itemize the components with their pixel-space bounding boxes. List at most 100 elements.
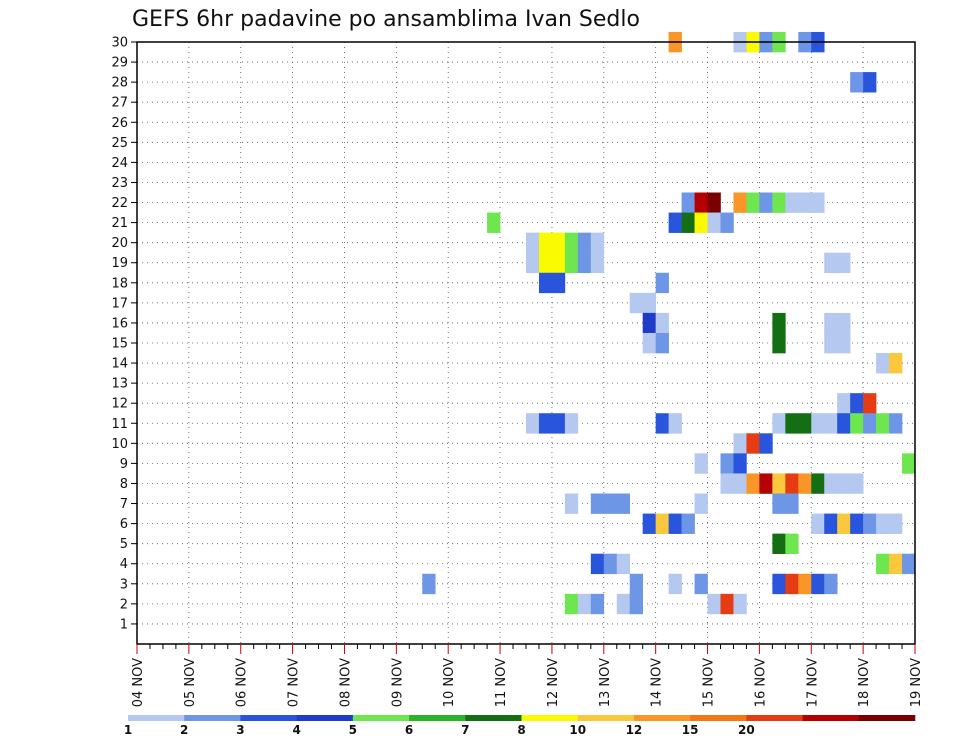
y-tick-label: 5 (120, 537, 128, 552)
heatmap-cell (824, 252, 838, 274)
y-tick-label: 13 (111, 377, 128, 392)
heatmap-cell (655, 513, 669, 534)
heatmap-cell (772, 473, 786, 494)
colorbar-label: 12 (626, 723, 643, 737)
heatmap-cell (590, 593, 605, 615)
colorbar-label: 3 (236, 723, 244, 737)
heatmap-cell (720, 473, 734, 494)
heatmap-cell (526, 252, 540, 274)
heatmap-cell (538, 252, 553, 274)
heatmap-cell (772, 533, 786, 554)
heatmap-cell (850, 413, 864, 434)
heatmap-cell (876, 353, 890, 374)
heatmap-cell (733, 593, 747, 615)
heatmap-cell (785, 413, 799, 434)
colorbar-swatch (690, 715, 747, 721)
colorbar-swatch (858, 715, 916, 721)
heatmap-cell (733, 433, 747, 454)
x-tick-label: 12 NOV (546, 658, 561, 707)
colorbar: 1 2 3 4 5 6 7 8 10 12 15 20 (124, 715, 916, 737)
heatmap-cell (811, 573, 825, 595)
colorbar-swatch (409, 715, 466, 721)
x-tick-label: 05 NOV (183, 658, 198, 707)
x-tick-label: 09 NOV (390, 658, 405, 707)
colorbar-label: 20 (738, 723, 755, 737)
heatmap-cell (889, 513, 903, 534)
y-tick-label: 22 (111, 196, 128, 211)
x-tick-label: 14 NOV (650, 658, 665, 707)
y-tick-label: 3 (120, 577, 128, 592)
heatmap-cells (422, 31, 916, 615)
x-tick-label: 17 NOV (805, 658, 820, 707)
x-tick-label: 13 NOV (598, 658, 613, 707)
heatmap-cell (746, 473, 760, 494)
heatmap-cell (759, 473, 773, 494)
heatmap-cell (577, 232, 592, 253)
x-tick-label: 16 NOV (753, 658, 768, 707)
heatmap-cell (876, 413, 890, 434)
heatmap-cell (681, 212, 695, 233)
heatmap-cell (811, 513, 825, 534)
grid-lines (137, 41, 915, 644)
heatmap-cell (850, 72, 864, 93)
colorbar-label: 2 (180, 723, 188, 737)
heatmap-cell (538, 413, 553, 434)
x-tick-label: 18 NOV (857, 658, 872, 707)
heatmap-cell (694, 493, 708, 514)
colorbar-label: 7 (461, 723, 469, 737)
heatmap-cell (694, 192, 708, 213)
heatmap-cell (629, 573, 643, 595)
heatmap-cell (681, 513, 695, 534)
colorbar-swatch (240, 715, 297, 721)
heatmap-cell (655, 312, 669, 334)
heatmap-cell (902, 553, 916, 575)
heatmap-cell (785, 573, 799, 595)
heatmap-cell (863, 72, 877, 93)
y-tick-label: 17 (111, 296, 128, 311)
heatmap-cell (564, 413, 579, 434)
heatmap-cell (642, 292, 656, 314)
heatmap-cell (551, 413, 566, 434)
heatmap-cell (837, 252, 851, 274)
heatmap-cell (590, 232, 605, 253)
chart-title: GEFS 6hr padavine po ansamblima Ivan Sed… (132, 7, 640, 32)
heatmap-cell (798, 573, 812, 595)
heatmap-cell (694, 212, 708, 233)
heatmap-cell (642, 513, 656, 534)
heatmap-cell (694, 573, 708, 595)
colorbar-swatch (184, 715, 241, 721)
heatmap-cell (487, 212, 501, 233)
heatmap-cell (629, 292, 643, 314)
y-tick-label: 9 (120, 457, 128, 472)
x-tick-label: 11 NOV (494, 658, 509, 707)
heatmap-cell (798, 192, 812, 213)
heatmap-cell (422, 573, 436, 595)
heatmap-cell (889, 553, 903, 575)
y-tick-label: 20 (111, 236, 128, 251)
heatmap-cell (850, 473, 864, 494)
colorbar-swatch (352, 715, 410, 721)
heatmap-cell (590, 252, 605, 274)
heatmap-cell (707, 192, 721, 213)
x-axis: 04 NOV 05 NOV 06 NOV 07 NOV 08 NOV 09 NOV 10 N… (131, 644, 924, 707)
heatmap-cell (889, 353, 903, 374)
heatmap-cell (824, 573, 838, 595)
colorbar-label: 15 (682, 723, 699, 737)
y-tick-label: 12 (111, 397, 128, 412)
heatmap-cell (824, 513, 838, 534)
heatmap-cell (577, 252, 592, 274)
heatmap-cell (785, 493, 799, 514)
heatmap-cell (811, 192, 825, 213)
heatmap-cell (668, 413, 682, 434)
colorbar-swatch (465, 715, 522, 721)
heatmap-cell (746, 192, 760, 213)
y-tick-label: 18 (111, 276, 128, 291)
colorbar-swatch (802, 715, 860, 721)
x-tick-label: 08 NOV (338, 658, 353, 707)
colorbar-label: 8 (517, 723, 525, 737)
y-tick-label: 16 (111, 316, 128, 331)
heatmap-cell (889, 413, 903, 434)
colorbar-label: 1 (124, 723, 132, 737)
heatmap-cell (863, 393, 877, 414)
y-tick-label: 6 (120, 517, 128, 532)
